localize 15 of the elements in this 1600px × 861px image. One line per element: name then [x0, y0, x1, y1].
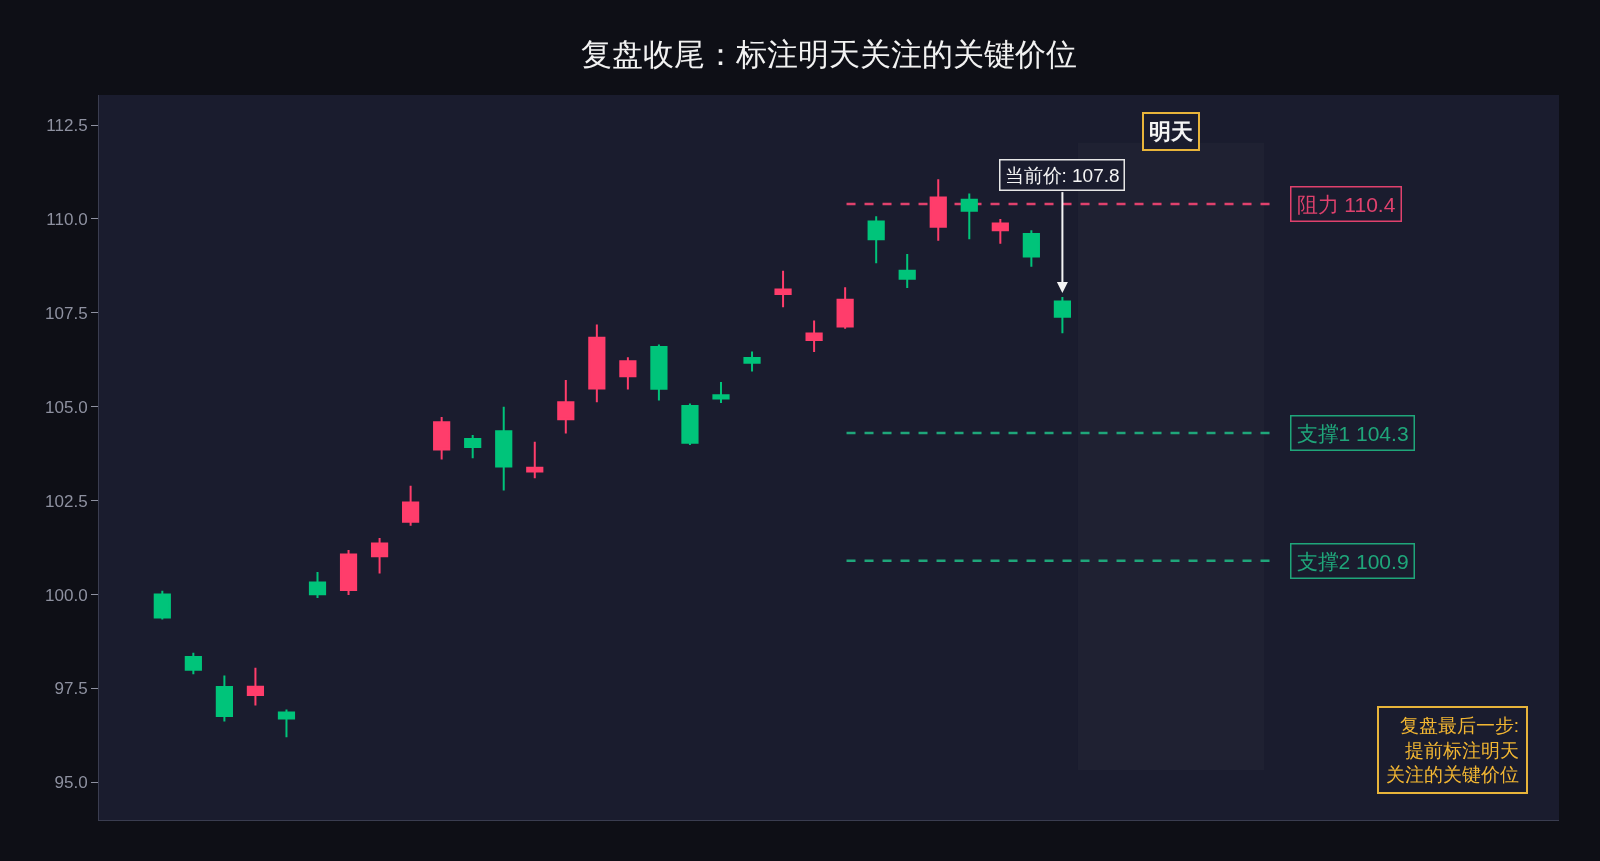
- y-tick-label: 112.5: [46, 116, 88, 135]
- y-tick-label: 97.5: [54, 679, 88, 699]
- y-tick-label: 100.0: [45, 585, 88, 605]
- text: 复盘最后一步:提前标注明天关注的关键价位: [1386, 715, 1519, 786]
- y-tick-label: 105.0: [45, 397, 88, 417]
- ref-line-label: 支撑2 100.9: [1296, 549, 1409, 573]
- text: 明天: [1149, 119, 1193, 144]
- y-tick-label: 95.0: [54, 773, 88, 793]
- chart-title: 复盘收尾：标注明天关注的关键价位: [581, 36, 1077, 72]
- y-tick-label: 110.0: [46, 209, 88, 229]
- ref-line-label: 阻力 110.4: [1296, 192, 1396, 216]
- annotation: 当前价: 107.8: [1004, 164, 1120, 186]
- y-tick-label: 102.5: [45, 491, 88, 511]
- ref-line-label: 支撑1 104.3: [1296, 421, 1409, 445]
- y-tick-label: 107.5: [45, 303, 88, 323]
